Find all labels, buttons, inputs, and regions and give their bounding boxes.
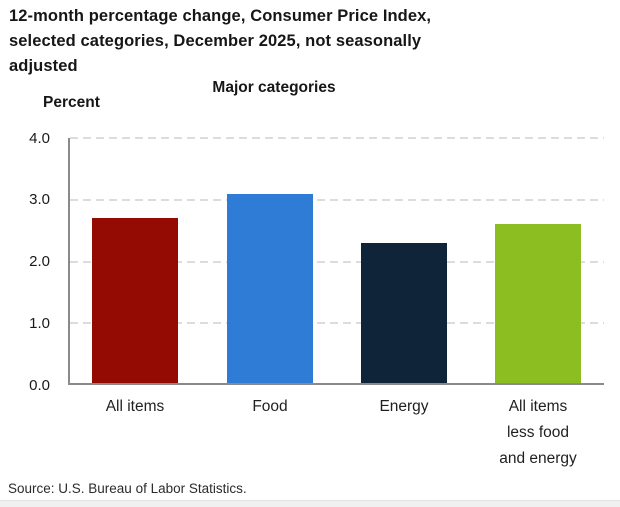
x-label-all-items: All items [105,398,165,415]
y-axis-line [68,138,70,385]
gridline-1.0 [70,322,604,324]
bar-all-items [92,218,178,383]
chart-title-line-2: selected categories, December 2025, not … [9,32,422,50]
chart-title-line-3: adjusted [9,57,78,75]
source-note: Source: U.S. Bureau of Labor Statistics. [8,481,247,496]
y-tick-1.0: 1.0 [29,315,50,332]
gridline-3.0 [70,199,604,201]
bar-energy [361,243,447,383]
x-label-energy: Energy [379,398,429,415]
chart-subtitle: Major categories [212,79,336,96]
x-label-food: Food [252,398,288,415]
y-tick-4.0: 4.0 [29,130,50,147]
gridline-4.0 [70,137,604,139]
y-tick-3.0: 3.0 [29,191,50,208]
chart-title: 12-month percentage change, Consumer Pri… [9,4,614,79]
x-axis-line [68,383,604,385]
chart-title-line-1: 12-month percentage change, Consumer Pri… [9,7,432,25]
bar-food [227,194,313,383]
gridline-2.0 [70,261,604,263]
y-axis-label: Percent [43,94,100,111]
plot-area [68,137,604,385]
y-tick-0.0: 0.0 [29,377,50,394]
bottom-strip [0,500,620,507]
y-tick-2.0: 2.0 [29,253,50,270]
bar-all-items-less-food-and-energy [495,224,581,383]
x-label-all-items-less-food-and-energy: All items less food and energy [499,398,577,467]
